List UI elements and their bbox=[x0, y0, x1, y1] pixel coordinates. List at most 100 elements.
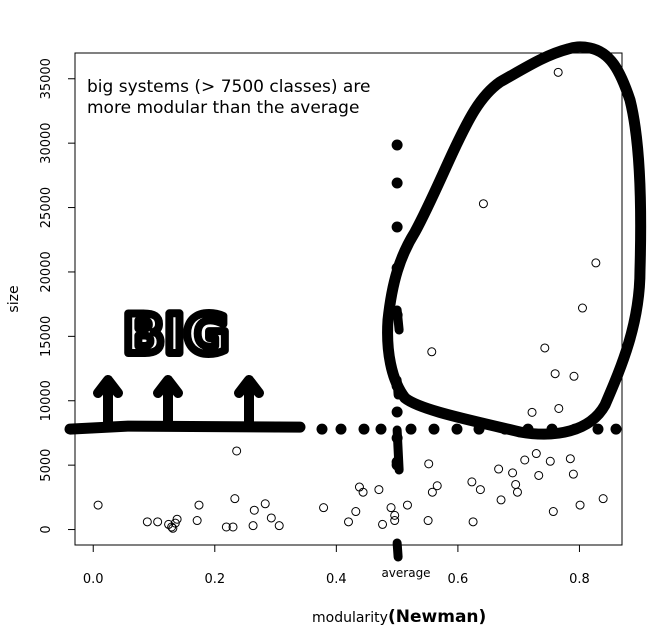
x-axis: 0.0 0.2 0.4 0.6 0.8 bbox=[83, 545, 590, 587]
highlight-loop bbox=[382, 41, 647, 440]
threshold-dot bbox=[451, 423, 463, 435]
data-point bbox=[540, 343, 550, 353]
data-point bbox=[374, 485, 384, 495]
data-point bbox=[598, 494, 608, 504]
data-points bbox=[93, 67, 608, 533]
y-tick-label: 30000 bbox=[39, 122, 54, 163]
data-point bbox=[427, 347, 437, 357]
data-point bbox=[534, 470, 544, 480]
y-tick-label: 25000 bbox=[39, 187, 54, 228]
data-point bbox=[172, 514, 182, 524]
data-point bbox=[424, 459, 434, 469]
data-point bbox=[358, 487, 368, 497]
threshold-dot bbox=[428, 423, 440, 435]
data-point bbox=[319, 503, 329, 513]
average-dot bbox=[391, 221, 403, 233]
data-point bbox=[575, 500, 585, 510]
data-point bbox=[531, 449, 541, 459]
y-axis: 0 5000 10000 15000 20000 25000 30000 35000 bbox=[39, 58, 75, 534]
data-point bbox=[568, 469, 578, 479]
data-point bbox=[432, 481, 442, 491]
data-point bbox=[194, 500, 204, 510]
data-point bbox=[386, 503, 396, 513]
threshold-dot bbox=[358, 423, 370, 435]
data-point bbox=[351, 507, 361, 517]
data-point bbox=[344, 517, 353, 527]
x-tick-label: 0.0 bbox=[83, 572, 104, 587]
data-point bbox=[554, 403, 564, 413]
x-axis-title-suffix: (Newman) bbox=[388, 607, 486, 627]
y-tick-label: 20000 bbox=[39, 251, 54, 292]
data-point bbox=[520, 455, 530, 465]
data-point bbox=[192, 516, 202, 526]
threshold-dot bbox=[592, 423, 604, 435]
data-point bbox=[565, 454, 575, 464]
hand-drawn-annotations bbox=[64, 41, 647, 562]
average-dot bbox=[391, 177, 403, 189]
data-point bbox=[475, 485, 485, 495]
y-tick-label: 15000 bbox=[39, 316, 54, 357]
average-dash bbox=[392, 305, 404, 335]
x-tick-label: 0.4 bbox=[326, 572, 347, 587]
data-point bbox=[545, 456, 555, 466]
data-point bbox=[553, 67, 563, 77]
x-tick-label: 0.6 bbox=[448, 572, 469, 587]
data-point bbox=[142, 517, 152, 527]
data-point bbox=[390, 510, 400, 520]
x-tick-label: 0.8 bbox=[569, 572, 590, 587]
data-point bbox=[423, 516, 433, 526]
data-point bbox=[591, 258, 601, 268]
plot-frame bbox=[74, 52, 623, 546]
data-point bbox=[230, 494, 240, 504]
data-point bbox=[478, 199, 488, 209]
data-point bbox=[467, 477, 477, 487]
data-point bbox=[512, 487, 522, 497]
data-point bbox=[496, 495, 506, 505]
threshold-line bbox=[64, 420, 306, 435]
data-point bbox=[569, 371, 579, 381]
data-point bbox=[402, 500, 412, 510]
y-tick-label: 0 bbox=[39, 525, 54, 533]
x-tick-label: 0.2 bbox=[204, 572, 225, 587]
data-point bbox=[153, 517, 163, 527]
threshold-dot bbox=[610, 423, 622, 435]
threshold-dot bbox=[405, 423, 417, 435]
average-label: average bbox=[381, 566, 430, 580]
average-dot bbox=[391, 406, 403, 418]
data-point bbox=[232, 446, 242, 456]
up-arrow bbox=[153, 375, 183, 431]
data-point bbox=[427, 487, 437, 497]
data-point bbox=[249, 505, 259, 515]
data-point bbox=[266, 513, 276, 523]
average-dot bbox=[391, 139, 403, 151]
annotation-line-1: big systems (> 7500 classes) are bbox=[87, 77, 370, 97]
average-dash bbox=[392, 425, 404, 475]
y-tick-label: 10000 bbox=[39, 380, 54, 421]
data-point bbox=[221, 522, 231, 532]
threshold-dot bbox=[375, 423, 387, 435]
data-point bbox=[248, 521, 258, 531]
data-point bbox=[494, 464, 504, 474]
data-point bbox=[378, 519, 388, 529]
data-point bbox=[548, 507, 558, 517]
y-tick-label: 5000 bbox=[39, 449, 54, 482]
y-axis-title: size bbox=[6, 285, 22, 312]
annotation-line-2: more modular than the average bbox=[87, 98, 359, 118]
y-tick-label: 35000 bbox=[39, 58, 54, 99]
data-point bbox=[390, 516, 400, 526]
data-point bbox=[93, 500, 103, 510]
data-point bbox=[511, 479, 521, 489]
threshold-dot bbox=[335, 423, 347, 435]
up-arrow bbox=[93, 375, 123, 431]
threshold-dot bbox=[316, 423, 328, 435]
up-arrow bbox=[234, 375, 264, 431]
big-label: BIG bbox=[123, 303, 229, 366]
data-point bbox=[550, 369, 560, 379]
data-point bbox=[508, 468, 518, 478]
data-point bbox=[468, 517, 478, 527]
data-point bbox=[260, 499, 270, 509]
data-point bbox=[168, 523, 178, 533]
data-point bbox=[228, 522, 238, 532]
data-point bbox=[527, 407, 537, 417]
